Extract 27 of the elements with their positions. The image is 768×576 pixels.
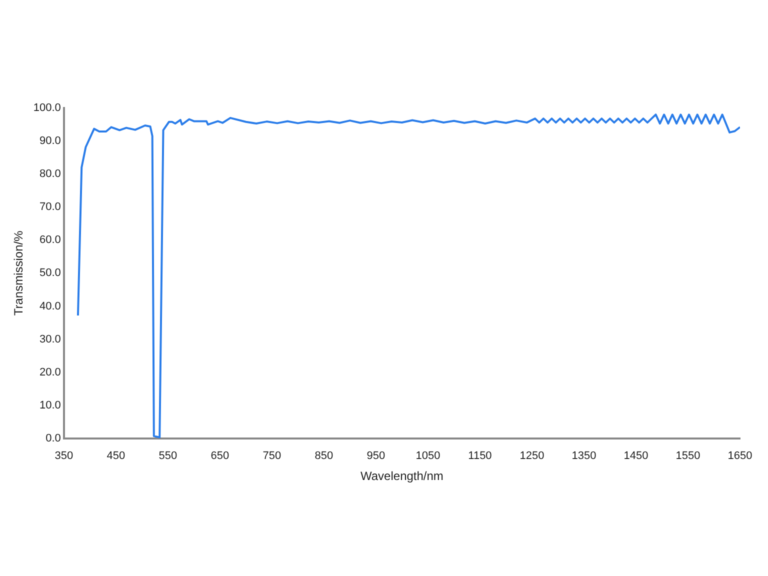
y-tick-label: 80.0 bbox=[40, 168, 61, 180]
x-tick-label: 650 bbox=[210, 450, 230, 462]
x-tick-label: 750 bbox=[262, 450, 282, 462]
y-tick-label: 90.0 bbox=[40, 135, 61, 148]
x-tick-label: 550 bbox=[158, 450, 178, 462]
x-tick-label: 950 bbox=[366, 450, 386, 462]
x-tick-label: 1450 bbox=[624, 450, 648, 462]
x-tick-label: 1250 bbox=[520, 450, 544, 462]
x-tick-label: 1050 bbox=[416, 450, 440, 462]
y-tick-label: 70.0 bbox=[40, 201, 61, 214]
y-tick-label: 40.0 bbox=[40, 300, 61, 312]
x-tick-label: 1350 bbox=[572, 450, 596, 462]
y-tick-label: 30.0 bbox=[40, 333, 61, 346]
y-tick-label: 20.0 bbox=[40, 366, 61, 378]
x-tick-label: 1150 bbox=[468, 450, 492, 462]
y-tick-label: 10.0 bbox=[40, 399, 61, 412]
y-tick-label: 100.0 bbox=[33, 102, 61, 114]
y-tick-label: 60.0 bbox=[40, 234, 61, 246]
y-tick-label: 0.0 bbox=[46, 432, 61, 444]
x-axis-title: Wavelength/nm bbox=[360, 469, 444, 484]
x-tick-label: 1650 bbox=[728, 450, 752, 462]
x-tick-label: 850 bbox=[314, 450, 334, 462]
y-axis-title: Transmission/% bbox=[12, 230, 26, 316]
x-tick-label: 450 bbox=[106, 450, 126, 462]
x-tick-label: 350 bbox=[54, 450, 74, 462]
y-tick-label: 50.0 bbox=[40, 267, 61, 280]
x-tick-label: 1550 bbox=[676, 450, 700, 462]
